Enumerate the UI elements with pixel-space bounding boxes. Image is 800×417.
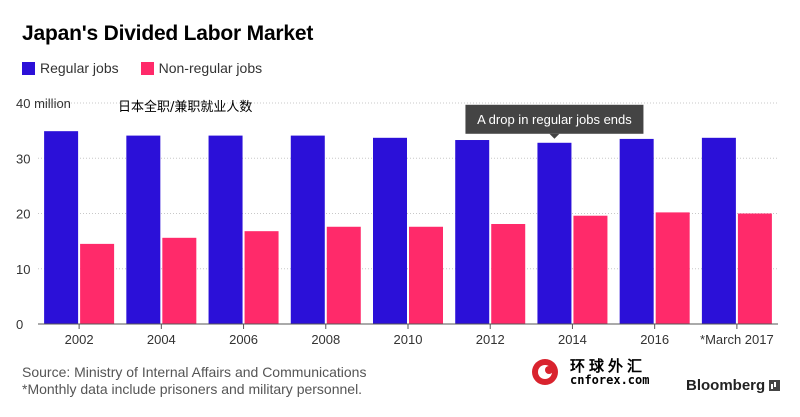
x-tick-label: 2008 xyxy=(311,332,340,347)
bar-regular xyxy=(619,138,654,324)
y-tick-label: 20 xyxy=(16,207,30,222)
bar-non-regular xyxy=(409,226,443,324)
x-tick-label: 2012 xyxy=(476,332,505,347)
chinese-subtitle: 日本全职/兼职就业人数 xyxy=(118,100,253,115)
x-tick-label: *March 2017 xyxy=(700,332,774,347)
bar-regular xyxy=(290,135,325,324)
annotation-box xyxy=(465,104,644,134)
y-tick-label: 10 xyxy=(16,262,30,277)
legend-swatch-regular xyxy=(22,61,35,75)
legend-item-regular: Regular jobs xyxy=(22,60,119,76)
watermark: 环球外汇 cnforex.com xyxy=(530,355,660,389)
bloomberg-logo: Bloomberg xyxy=(686,377,781,394)
legend-label-non-regular: Non-regular jobs xyxy=(158,60,263,76)
x-tick-label: 2016 xyxy=(640,332,669,347)
x-tick-label: 2004 xyxy=(147,332,176,347)
y-tick-label: 40 million xyxy=(16,96,71,111)
y-tick-label: 0 xyxy=(16,317,23,332)
bar-regular xyxy=(208,135,243,324)
annotation-pointer xyxy=(549,133,560,139)
y-tick-label: 30 xyxy=(16,151,30,166)
chart-title: Japan's Divided Labor Market xyxy=(22,22,314,45)
x-tick-label: 2002 xyxy=(65,332,94,347)
bar-non-regular xyxy=(737,213,772,324)
bar-non-regular xyxy=(491,223,526,324)
annotation-text: A drop in regular jobs ends xyxy=(477,112,632,127)
x-tick-label: 2010 xyxy=(394,332,423,347)
legend-item-non-regular: Non-regular jobs xyxy=(140,60,263,76)
bar-non-regular xyxy=(162,237,197,324)
bar-non-regular xyxy=(80,243,115,324)
bar-non-regular xyxy=(244,231,279,324)
legend-label-regular: Regular jobs xyxy=(40,60,119,76)
x-tick-label: 2014 xyxy=(558,332,587,347)
watermark-cn: 环球外汇 xyxy=(570,357,647,375)
brand-label: Bloomberg xyxy=(686,377,766,394)
bar-non-regular xyxy=(655,212,690,324)
cnforex-logo-icon xyxy=(532,359,558,385)
bloomberg-chart-icon xyxy=(769,380,781,391)
bar-regular xyxy=(373,137,407,324)
watermark-en: cnforex.com xyxy=(570,373,650,387)
x-tick-label: 2006 xyxy=(229,332,258,347)
legend-swatch-non-regular xyxy=(140,61,154,75)
chart-footer: Source: Ministry of Internal Affairs and… xyxy=(22,364,366,398)
bar-regular xyxy=(455,140,490,324)
bar-regular xyxy=(44,131,79,324)
bar-regular xyxy=(537,142,572,324)
footnote: *Monthly data include prisoners and mili… xyxy=(22,381,363,397)
source-note: Source: Ministry of Internal Affairs and… xyxy=(22,364,367,380)
legend: Regular jobs Non-regular jobs xyxy=(22,59,284,77)
bar-regular xyxy=(701,137,736,324)
bar-non-regular xyxy=(573,215,608,324)
bar-regular xyxy=(126,135,161,324)
bar-non-regular xyxy=(326,226,361,324)
